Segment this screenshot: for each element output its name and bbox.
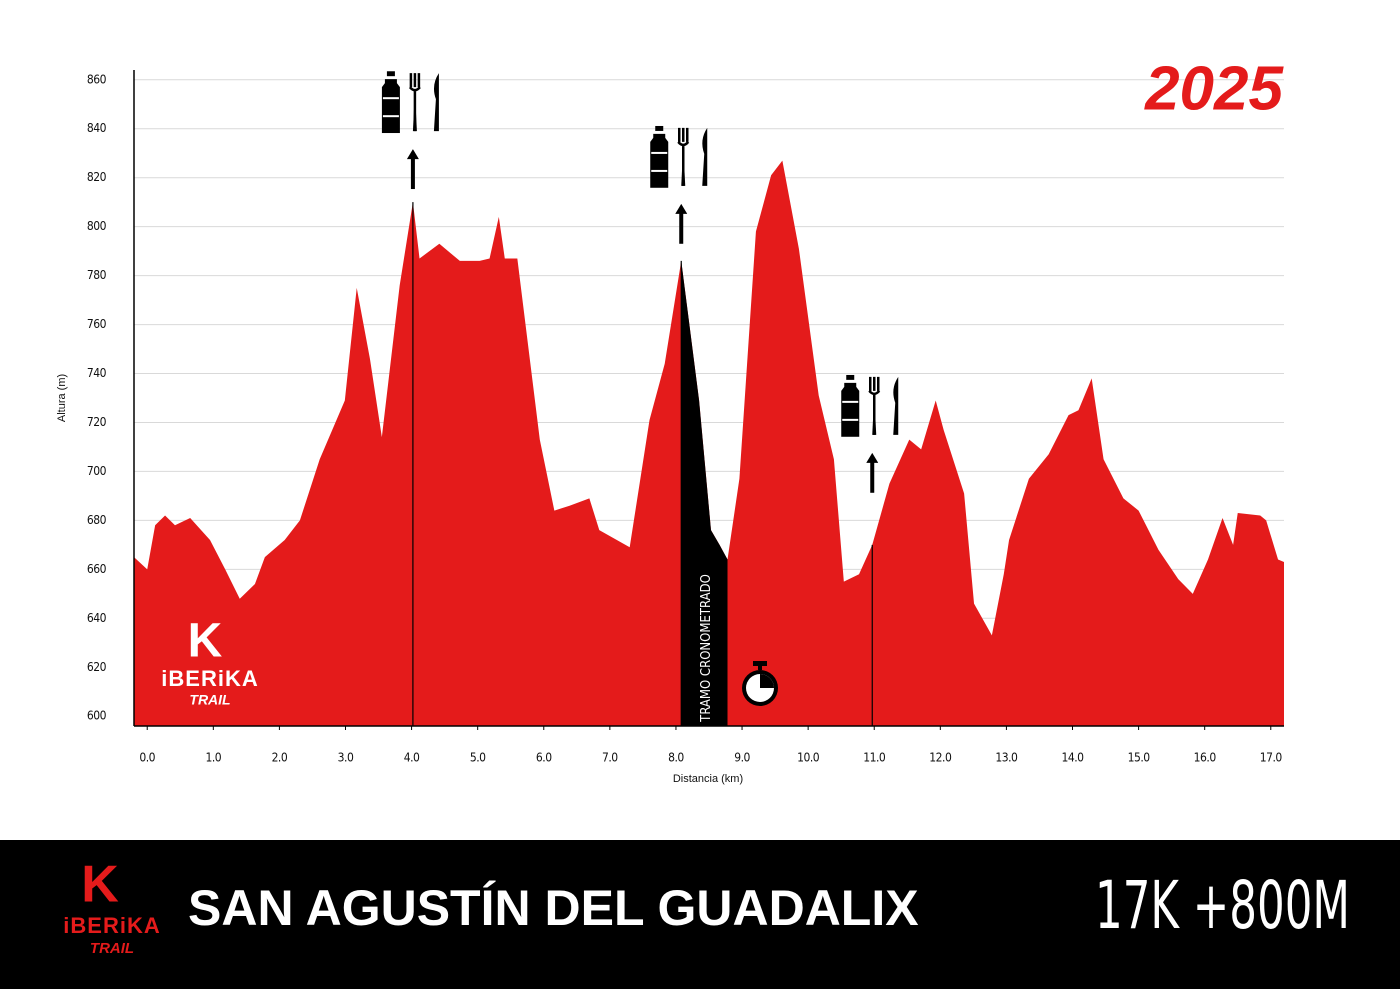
x-tick-label: 10.0 (797, 751, 820, 765)
aid-arrow (866, 452, 879, 493)
aid-icons (840, 374, 900, 437)
x-tick-label: 17.0 (1260, 751, 1283, 765)
y-tick-label: 820 (87, 170, 107, 184)
logo-name: iBERiKA (63, 913, 160, 938)
x-tick-label: 8.0 (668, 751, 684, 765)
y-tick-label: 680 (87, 513, 107, 527)
logo-mark: K (188, 615, 223, 668)
aid-icons (649, 125, 709, 188)
logo-mark: K (81, 856, 119, 914)
y-tick-label: 740 (87, 366, 107, 380)
logo-chart: K iBERiKA TRAIL (161, 615, 258, 708)
logo-name: iBERiKA (161, 666, 258, 691)
y-tick-label: 720 (87, 415, 107, 429)
x-tick-label: 5.0 (470, 751, 486, 765)
x-tick-label: 13.0 (995, 751, 1018, 765)
x-tick-label: 4.0 (404, 751, 420, 765)
x-tick-label: 6.0 (536, 751, 552, 765)
x-tick-label: 11.0 (863, 751, 886, 765)
y-tick-label: 780 (87, 268, 107, 282)
y-axis-label: Altura (m) (56, 374, 68, 422)
footer-stats: 17K +800M (1095, 867, 1350, 944)
aid-arrow (675, 203, 688, 244)
logo-footer: K iBERiKA TRAIL (63, 856, 160, 957)
footer-band (0, 840, 1400, 989)
x-tick-label: 2.0 (272, 751, 288, 765)
y-tick-label: 700 (87, 464, 107, 478)
timed-section-label: TRAMO CRONOMETRADO (699, 574, 714, 723)
y-tick-label: 760 (87, 317, 107, 331)
elevation-area (134, 160, 1284, 726)
y-tick-label: 840 (87, 121, 107, 135)
y-tick-label: 600 (87, 709, 107, 723)
x-tick-label: 15.0 (1128, 751, 1151, 765)
footer-title: SAN AGUSTÍN DEL GUADALIX (188, 880, 919, 936)
x-tick-label: 12.0 (929, 751, 952, 765)
x-axis-label: Distancia (km) (673, 773, 743, 785)
timed-section (681, 260, 728, 726)
y-tick-label: 620 (87, 660, 107, 674)
aid-arrow (406, 149, 419, 190)
x-tick-label: 9.0 (734, 751, 750, 765)
y-tick-label: 660 (87, 562, 107, 576)
x-tick-label: 0.0 (139, 751, 155, 765)
x-tick-label: 1.0 (205, 751, 221, 765)
logo-tag: TRAIL (189, 692, 230, 708)
y-tick-label: 860 (87, 72, 107, 86)
x-tick-label: 7.0 (602, 751, 618, 765)
logo-tag: TRAIL (90, 940, 134, 957)
y-tick-label: 640 (87, 611, 107, 625)
y-tick-label: 800 (87, 219, 107, 233)
x-tick-label: 3.0 (338, 751, 354, 765)
aid-icons (380, 71, 441, 134)
x-tick-label: 16.0 (1194, 751, 1217, 765)
plot: 600 620 640 660 680 700 720 740 760 780 800 820 840 8… (87, 70, 1284, 765)
chart-title: 2025 (1144, 54, 1284, 123)
x-tick-label: 14.0 (1061, 751, 1084, 765)
stopwatch-icon (742, 661, 778, 706)
